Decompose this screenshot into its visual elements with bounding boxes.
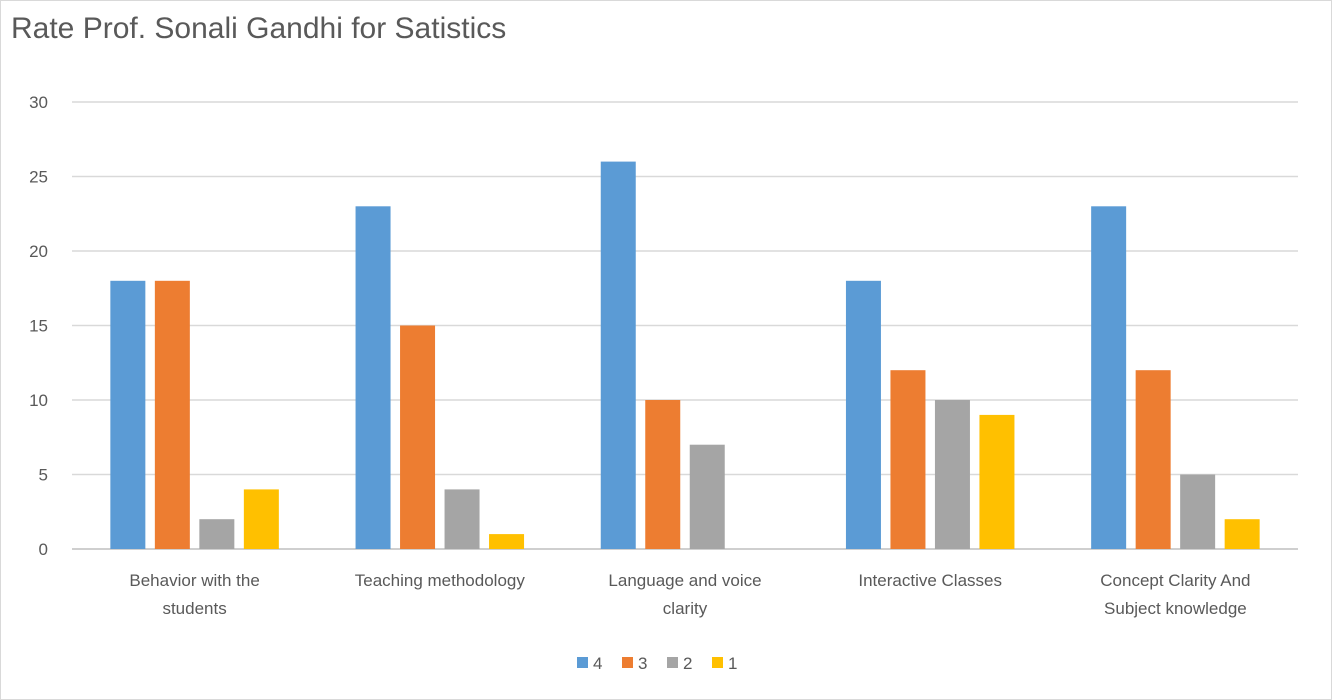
legend: 4 3 2 1: [577, 654, 737, 673]
x-category-label: Behavior with the: [129, 571, 259, 590]
bar-series-2: [199, 519, 235, 549]
legend-label-2: 2: [683, 654, 692, 673]
x-category-label: clarity: [663, 599, 708, 618]
bar-series-3: [154, 280, 190, 549]
x-category-label: Subject knowledge: [1104, 599, 1247, 618]
bars: [110, 161, 1260, 550]
bar-series-3: [400, 325, 436, 549]
bar-series-2: [689, 444, 725, 549]
legend-swatch-3: [622, 657, 633, 668]
x-category-label: Teaching methodology: [355, 571, 526, 590]
bar-series-3: [1135, 370, 1171, 549]
y-tick-label: 5: [39, 466, 48, 485]
legend-swatch-1: [712, 657, 723, 668]
y-tick-label: 15: [29, 317, 48, 336]
bar-series-2: [934, 400, 970, 549]
x-category-label: Interactive Classes: [858, 571, 1002, 590]
legend-label-3: 3: [638, 654, 647, 673]
y-tick-label: 20: [29, 242, 48, 261]
bar-series-1: [489, 534, 525, 549]
bar-series-3: [890, 370, 926, 549]
bar-series-4: [600, 161, 636, 549]
y-axis-ticks: 0 5 10 15 20 25 30: [29, 93, 48, 559]
bar-series-2: [1180, 474, 1216, 549]
legend-label-4: 4: [593, 654, 602, 673]
bar-series-4: [1091, 206, 1127, 550]
x-category-label: students: [162, 599, 226, 618]
bar-series-4: [110, 280, 146, 549]
bar-series-1: [243, 489, 279, 549]
chart-title: Rate Prof. Sonali Gandhi for Satistics: [11, 12, 507, 45]
legend-swatch-4: [577, 657, 588, 668]
y-tick-label: 0: [39, 540, 48, 559]
x-category-label: Language and voice: [608, 571, 761, 590]
bar-series-2: [444, 489, 480, 549]
bar-series-3: [645, 400, 681, 549]
legend-swatch-2: [667, 657, 678, 668]
bar-series-4: [355, 206, 391, 550]
bar-series-1: [979, 414, 1015, 549]
legend-label-1: 1: [728, 654, 737, 673]
y-tick-label: 30: [29, 93, 48, 112]
x-category-label: Concept Clarity And: [1100, 571, 1250, 590]
bar-series-1: [1224, 519, 1260, 549]
x-axis-categories: Behavior with the students Teaching method…: [129, 571, 1250, 618]
y-tick-label: 10: [29, 391, 48, 410]
y-tick-label: 25: [29, 168, 48, 187]
bar-series-4: [845, 280, 881, 549]
